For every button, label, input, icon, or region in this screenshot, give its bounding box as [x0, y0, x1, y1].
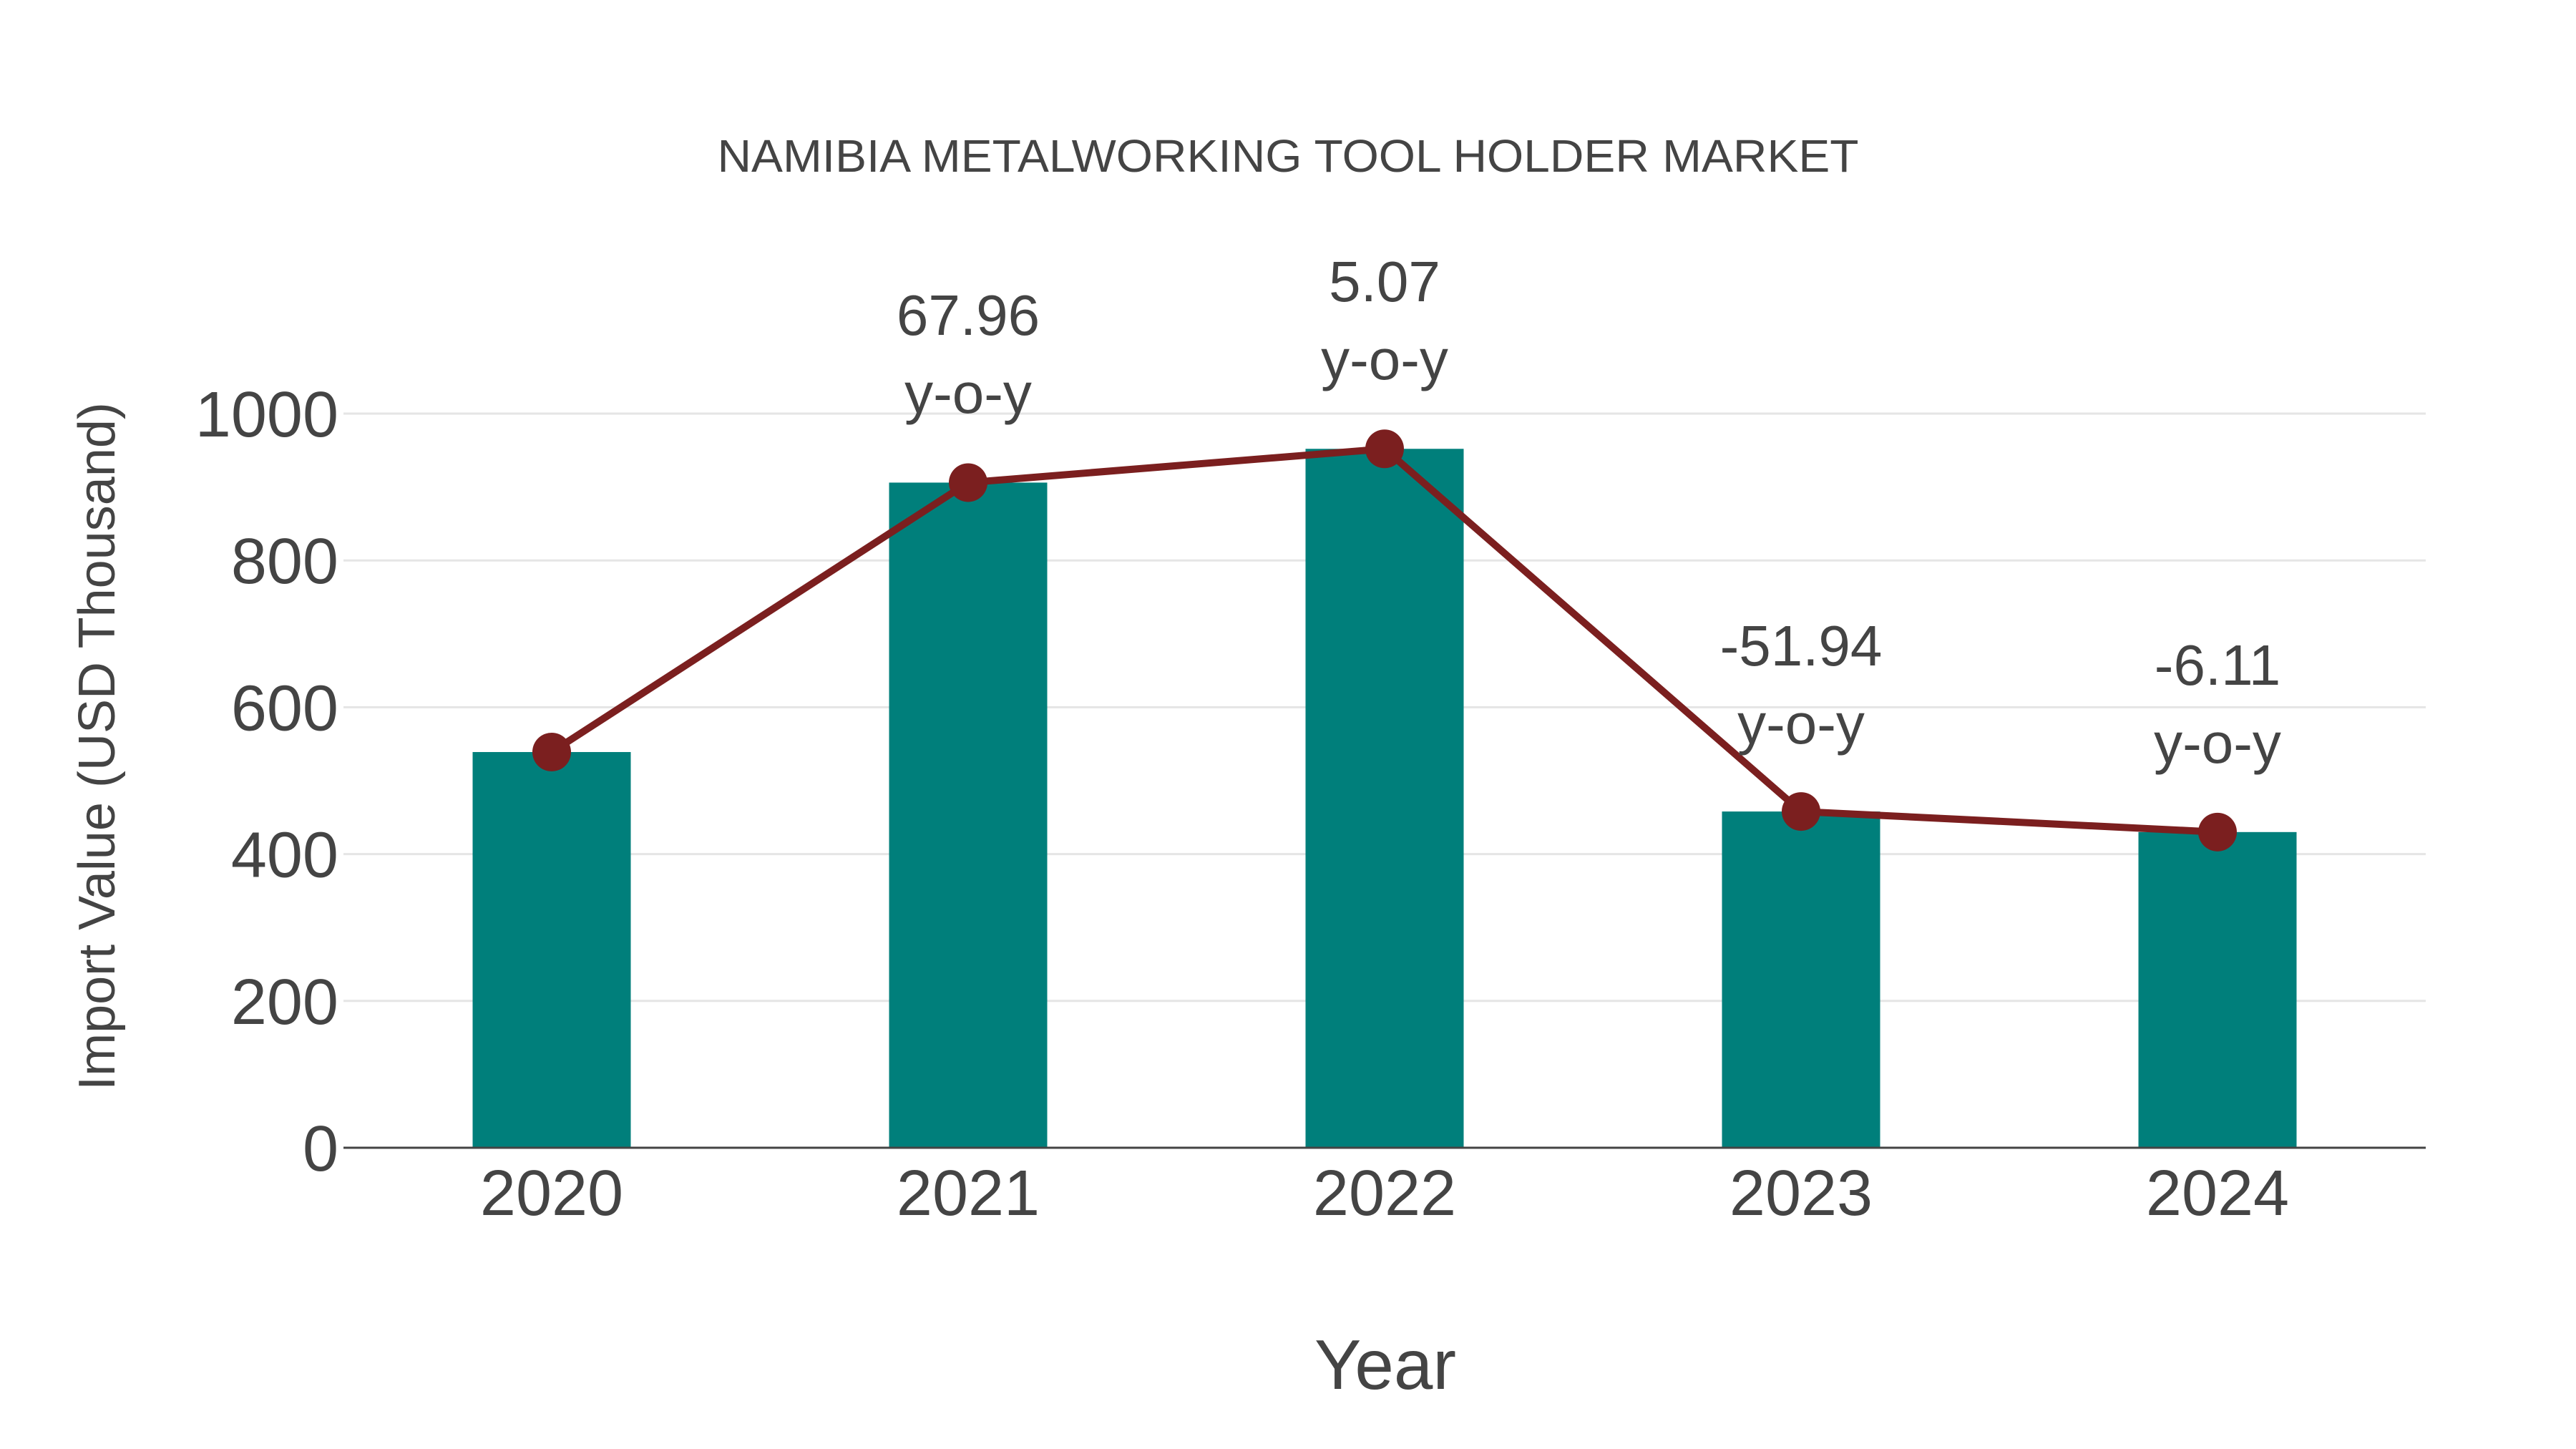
- annotation-2021: 67.96 y-o-y: [897, 283, 1040, 425]
- annotation-2023: -51.94 y-o-y: [1720, 614, 1883, 756]
- annotation-2024: -6.11 y-o-y: [2154, 633, 2281, 775]
- annotation-unit: y-o-y: [2154, 711, 2281, 775]
- x-tick-label: 2020: [480, 1158, 623, 1229]
- annotation-value: 5.07: [1329, 250, 1440, 313]
- annotation-value: 67.96: [897, 283, 1040, 347]
- bar-2022: [1305, 449, 1464, 1148]
- bar-2023: [1722, 811, 1880, 1148]
- x-tick-label: 2023: [1729, 1158, 1873, 1229]
- y-tick-label: 600: [231, 673, 338, 744]
- marker-2021: [949, 463, 987, 502]
- y-axis-title: Import Value (USD Thousand): [69, 402, 126, 1091]
- y-axis-ticks: 0 200 400 600 800 1000: [195, 379, 338, 1185]
- line-series: [532, 429, 2237, 852]
- annotation-unit: y-o-y: [1737, 692, 1865, 756]
- x-axis-title: Year: [1314, 1325, 1456, 1404]
- bar-2024: [2138, 831, 2297, 1148]
- x-axis-ticks: 2020 2021 2022 2023 2024: [480, 1158, 2289, 1229]
- annotation-2022: 5.07 y-o-y: [1321, 250, 1448, 391]
- marker-2023: [1782, 792, 1820, 831]
- y-tick-label: 0: [303, 1113, 338, 1185]
- annotation-value: -51.94: [1720, 614, 1883, 678]
- x-tick-label: 2024: [2146, 1158, 2289, 1229]
- bar-series: [472, 449, 2297, 1148]
- annotation-value: -6.11: [2155, 633, 2280, 697]
- annotation-unit: y-o-y: [904, 361, 1032, 425]
- x-tick-label: 2021: [897, 1158, 1040, 1229]
- y-tick-label: 800: [231, 526, 338, 597]
- marker-2020: [532, 732, 571, 771]
- annotation-unit: y-o-y: [1321, 328, 1448, 391]
- yoy-annotations: 67.96 y-o-y 5.07 y-o-y -51.94 y-o-y -6.11 y-o-y: [897, 250, 2281, 775]
- chart-title: NAMIBIA METALWORKING TOOL HOLDER MARKET: [718, 130, 1859, 182]
- bar-2021: [889, 482, 1048, 1148]
- x-tick-label: 2022: [1313, 1158, 1456, 1229]
- marker-2022: [1365, 429, 1404, 469]
- marker-2024: [2198, 812, 2237, 852]
- bar-2020: [472, 751, 631, 1148]
- y-tick-label: 1000: [195, 379, 338, 451]
- y-tick-label: 400: [231, 820, 338, 892]
- y-tick-label: 200: [231, 967, 338, 1038]
